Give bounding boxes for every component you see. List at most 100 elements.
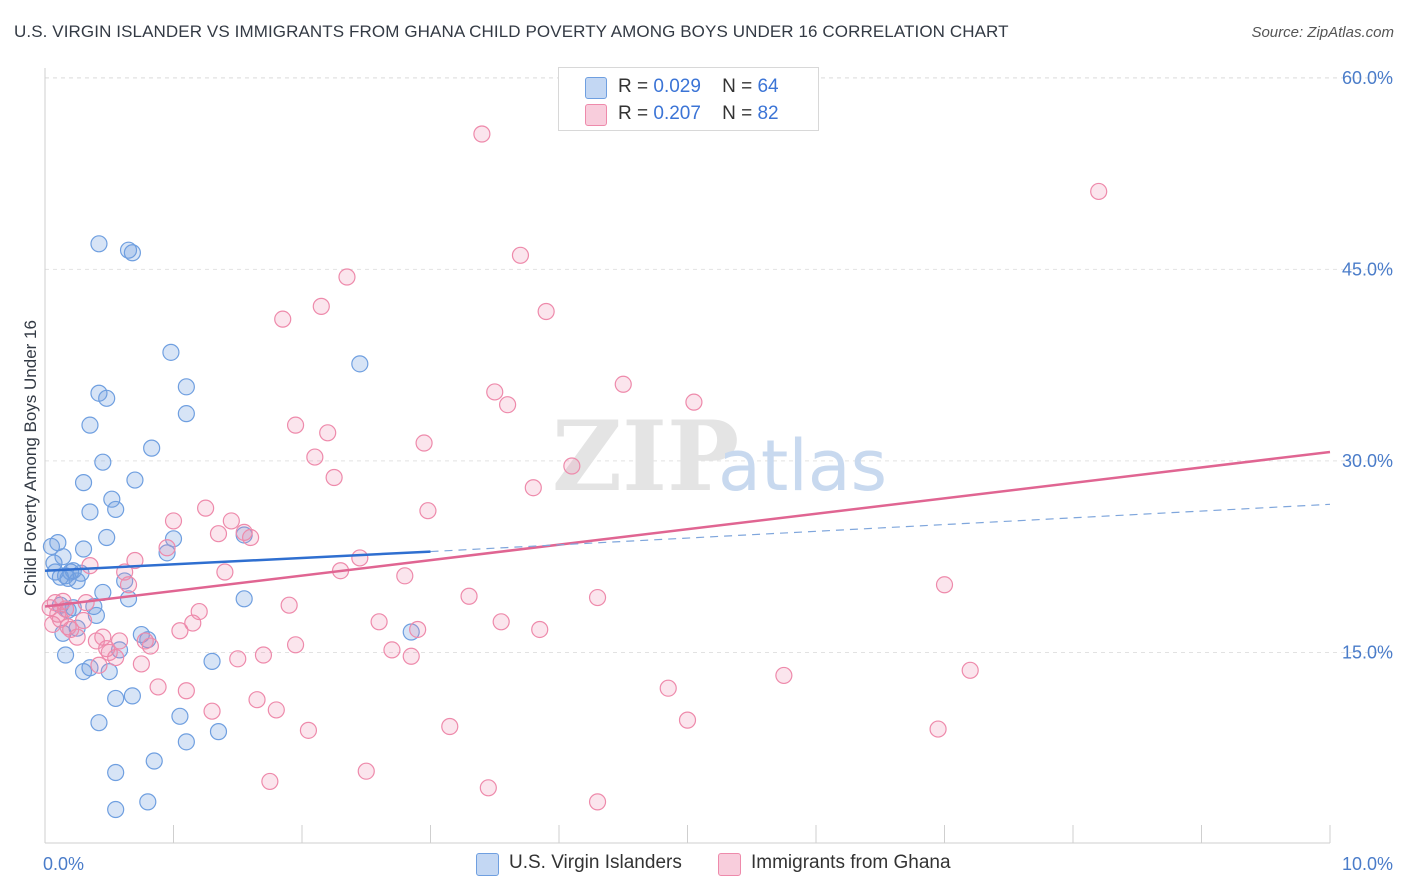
bottom-legend-label-virgin-islanders: U.S. Virgin Islanders [509, 852, 682, 873]
point-virgin-islanders [177, 405, 195, 423]
trendline-virgin-islanders-extension [430, 503, 1331, 553]
point-virgin-islanders [177, 378, 195, 396]
x-tick-labels: 0.0% 10.0% [43, 854, 1393, 874]
point-ghana [338, 268, 356, 286]
y-tick-label: 15.0% [1342, 642, 1393, 662]
point-virgin-islanders [81, 416, 99, 434]
trendlines [44, 450, 1331, 608]
point-ghana [537, 302, 555, 321]
point-ghana [119, 576, 138, 594]
point-ghana [261, 772, 279, 791]
point-ghana [563, 457, 581, 475]
point-ghana [242, 528, 260, 547]
axes [44, 68, 1331, 844]
point-ghana [588, 588, 607, 607]
point-virgin-islanders [107, 763, 125, 782]
y-tick-label: 45.0% [1342, 259, 1393, 279]
point-ghana [90, 656, 108, 674]
point-ghana [479, 779, 497, 797]
point-ghana [678, 711, 697, 729]
legend-swatch-virgin-islanders [585, 77, 607, 99]
point-ghana [209, 525, 228, 543]
point-ghana [286, 416, 305, 434]
point-virgin-islanders [74, 474, 93, 492]
point-ghana [68, 628, 86, 646]
point-ghana [929, 720, 947, 738]
trendline-virgin-islanders [44, 550, 431, 572]
point-ghana [396, 567, 414, 585]
legend-n-value-2: 82 [757, 103, 779, 124]
point-virgin-islanders [209, 723, 228, 741]
point-virgin-islanders [139, 793, 157, 811]
point-virgin-islanders [123, 244, 141, 262]
point-ghana [171, 622, 189, 640]
point-ghana [248, 691, 266, 709]
point-virgin-islanders [98, 528, 116, 547]
bottom-legend-swatch-virgin-islanders [476, 853, 499, 876]
point-ghana [659, 679, 677, 697]
point-ghana [402, 647, 420, 665]
gridlines [45, 77, 1392, 653]
bottom-legend-swatch-ghana [718, 853, 741, 876]
point-ghana [409, 620, 427, 639]
point-virgin-islanders [351, 355, 369, 373]
point-ghana [141, 637, 159, 655]
point-ghana [306, 448, 324, 466]
y-tick-label: 60.0% [1342, 68, 1393, 88]
point-virgin-islanders [90, 235, 108, 253]
point-virgin-islanders [98, 389, 116, 407]
point-virgin-islanders [74, 540, 93, 558]
point-virgin-islanders [94, 453, 112, 471]
correlation-legend: R = 0.029 N = 64 R = 0.207 N = 82 [558, 67, 819, 131]
source-attribution: Source: ZipAtlas.com [1251, 24, 1394, 41]
point-ghana [136, 632, 154, 650]
chart-title: U.S. VIRGIN ISLANDER VS IMMIGRANTS FROM … [14, 22, 1009, 41]
legend-n-value-1: 64 [757, 76, 779, 97]
series-virgin-islanders-points [42, 235, 420, 819]
point-ghana [383, 641, 401, 659]
watermark-atlas: atlas [718, 425, 887, 507]
point-virgin-islanders [143, 439, 161, 457]
watermark-zip: ZIP [552, 400, 739, 513]
point-virgin-islanders [56, 646, 75, 664]
point-virgin-islanders [164, 530, 183, 548]
y-tick-labels: 15.0% 30.0% 45.0% 60.0% [1342, 68, 1393, 663]
point-ghana [203, 702, 221, 720]
point-ghana [325, 468, 343, 487]
point-ghana [460, 587, 478, 605]
point-virgin-islanders [123, 687, 141, 705]
point-ghana [351, 549, 369, 567]
point-ghana [486, 383, 504, 401]
point-ghana [775, 666, 793, 685]
bottom-legend-label-ghana: Immigrants from Ghana [751, 852, 951, 873]
trendline-ghana [44, 450, 1331, 608]
point-virgin-islanders [177, 733, 195, 751]
point-ghana [107, 648, 125, 667]
point-ghana [1090, 182, 1108, 201]
point-ghana [149, 678, 167, 696]
point-ghana [419, 502, 437, 520]
point-ghana [177, 682, 195, 700]
legend-text-ghana: R = 0.207 N = 82 [618, 103, 779, 124]
point-ghana [511, 246, 530, 264]
point-ghana [935, 576, 954, 594]
point-virgin-islanders [145, 752, 163, 770]
point-virgin-islanders [162, 343, 180, 361]
point-ghana [473, 125, 491, 143]
point-ghana [299, 721, 318, 739]
legend-r-value-1: 0.029 [653, 76, 701, 97]
point-ghana [531, 620, 549, 639]
point-virgin-islanders [171, 707, 189, 725]
point-ghana [357, 762, 375, 780]
point-virgin-islanders [203, 652, 221, 670]
point-virgin-islanders [81, 503, 99, 521]
point-ghana [524, 479, 542, 497]
series-ghana-points [41, 125, 1108, 811]
x-tick-label-max: 10.0% [1342, 854, 1393, 874]
point-ghana [132, 655, 150, 673]
point-virgin-islanders [107, 689, 125, 708]
point-ghana [280, 596, 298, 614]
point-ghana [158, 539, 176, 557]
point-virgin-islanders [126, 471, 144, 489]
